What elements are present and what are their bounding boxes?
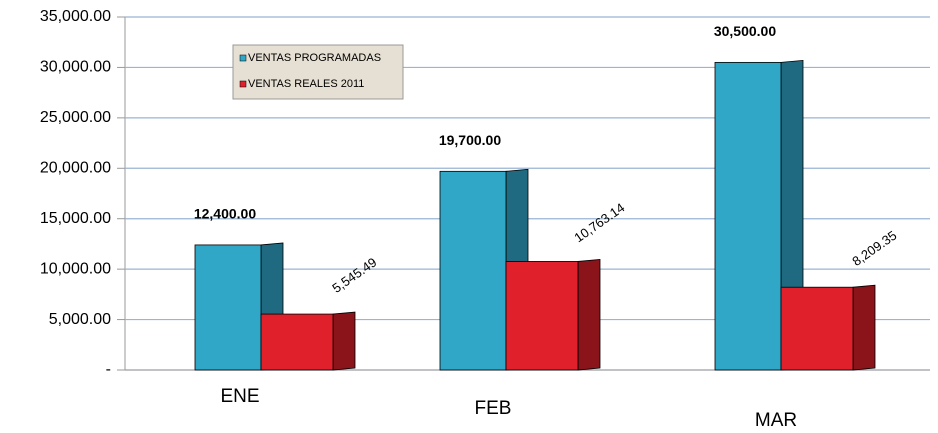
value-label: 12,400.00 — [194, 206, 256, 222]
y-tick-label: 30,000.00 — [40, 59, 111, 76]
bar — [780, 286, 854, 371]
bar — [439, 170, 507, 371]
bar-side — [577, 259, 601, 371]
x-tick-label: ENE — [220, 386, 259, 407]
value-label: 19,700.00 — [439, 132, 501, 148]
y-tick-label: 20,000.00 — [40, 160, 111, 177]
x-tick-label: FEB — [475, 398, 512, 419]
legend: VENTAS PROGRAMADAS VENTAS REALES 2011 — [232, 44, 404, 100]
y-tick-label: 15,000.00 — [40, 210, 111, 227]
legend-label: VENTAS PROGRAMADAS — [248, 52, 381, 64]
bar — [714, 61, 782, 371]
y-tick-label: 10,000.00 — [40, 260, 111, 277]
legend-swatch — [239, 80, 247, 88]
legend-box — [232, 44, 404, 100]
legend-swatch — [239, 54, 247, 62]
bar — [260, 313, 334, 371]
y-tick-label: 35,000.00 — [40, 8, 111, 25]
y-tick-label: 25,000.00 — [40, 109, 111, 126]
y-tick-label: - — [106, 361, 111, 378]
bar — [194, 244, 262, 371]
legend-label: VENTAS REALES 2011 — [248, 78, 364, 90]
y-tick-label: 5,000.00 — [49, 311, 111, 328]
bar — [505, 261, 579, 371]
value-label: 30,500.00 — [714, 23, 776, 39]
bar-side — [852, 284, 876, 371]
bar-side — [332, 311, 356, 371]
x-tick-label: MAR — [755, 410, 797, 431]
